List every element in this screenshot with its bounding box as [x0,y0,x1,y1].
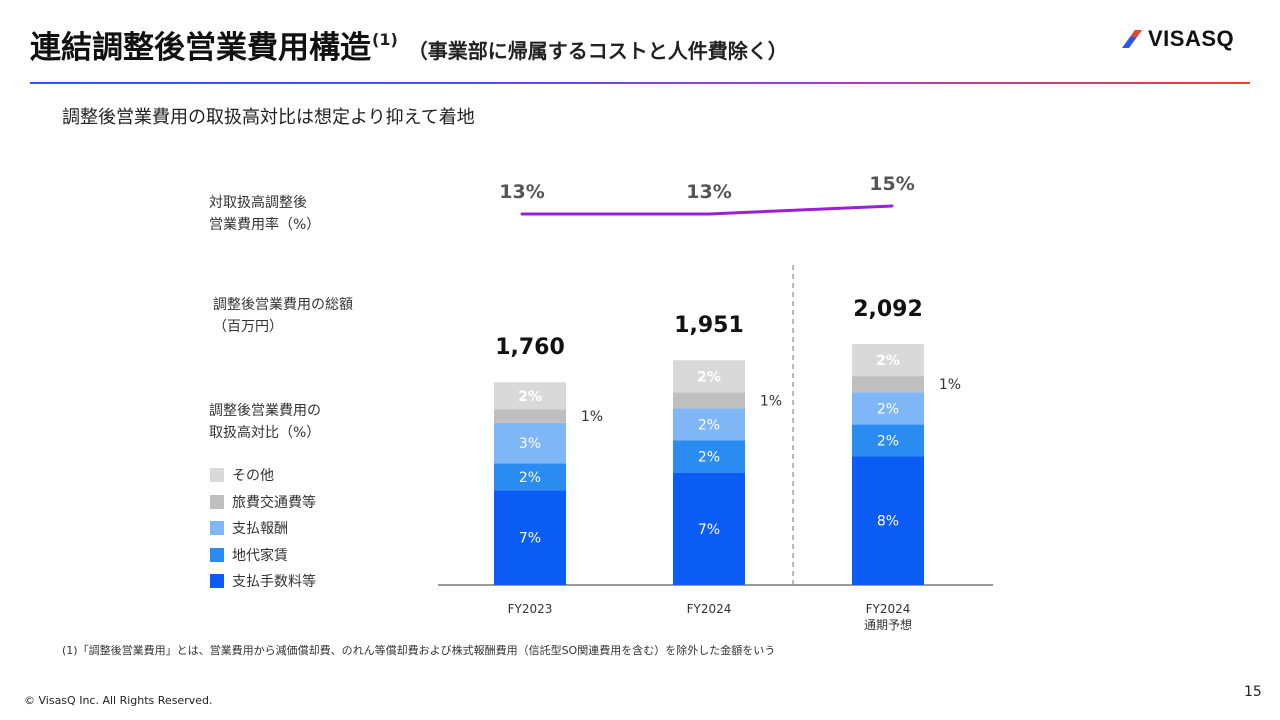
breakdown-row-label-line2: 取扱高対比（%） [209,425,321,441]
category-label: FY2024 [687,602,732,616]
segment-label: 2% [877,433,899,449]
segment-label: 7% [519,531,541,547]
legend-label-other: その他 [232,468,274,485]
copyright: © VisasQ Inc. All Rights Reserved. [24,694,213,707]
page-number: 15 [1244,684,1262,700]
category-label: 通期予想 [864,617,912,632]
ratio-label: 13% [499,181,544,203]
segment-label: 1% [760,393,782,409]
title-subtext: （事業部に帰属するコストと人件費除く） [407,39,788,63]
segment-label: 7% [698,522,720,538]
legend-item-other: その他 [210,462,316,489]
legend-label-travel: 旅費交通費等 [232,494,316,511]
bar-segment [494,382,566,410]
ratio-label: 13% [686,181,731,203]
bar-segment [494,463,566,491]
bar-segment [852,376,924,393]
segment-label: 1% [939,377,961,393]
bar-segment [852,456,924,585]
bar-segment [852,344,924,377]
legend-swatch-rent [210,547,224,562]
total-row-label: 調整後営業費用の総額 （百万円） [213,294,353,338]
logo-text: VISASQ [1148,26,1235,51]
legend-swatch-travel [210,494,224,509]
legend-swatch-other [210,468,224,483]
legend-item-travel: 旅費交通費等 [210,489,316,516]
total-label: 2,092 [853,297,923,322]
footnote: (1)「調整後営業費用」とは、営業費用から減価償却費、のれん等償却費および株式報… [62,644,776,657]
ratio-line [520,204,894,216]
bar-segment [673,472,745,585]
segment-label: 2% [698,450,720,466]
bar-segment [852,392,924,425]
slide-subtitle: 調整後営業費用の取扱高対比は想定より抑えて着地 [62,107,475,128]
title-underline [30,82,1250,84]
breakdown-row-label: 調整後営業費用の 取扱高対比（%） [209,400,321,444]
ratio-row-label: 対取扱高調整後 営業費用率（%） [209,192,320,236]
legend-label-commissions: 支払手数料等 [232,574,316,591]
segment-label: 2% [877,401,899,417]
ratio-row-label-line2: 営業費用率（%） [209,217,321,233]
legend-swatch-fees-paid [210,521,224,536]
segment-label: 2% [876,353,900,369]
bar-segment [673,440,745,473]
legend-item-fees-paid: 支払報酬 [210,515,316,542]
legend-swatch-commissions [210,574,224,589]
bar-segment [494,490,566,585]
total-row-label-line2: （百万円） [213,319,283,335]
legend-item-commissions: 支払手数料等 [210,568,316,595]
segment-label: 2% [697,369,721,385]
category-label: FY2024 [866,602,911,616]
category-label: FY2023 [508,602,553,616]
segment-label: 2% [698,417,720,433]
ratio-label: 15% [869,173,914,195]
bar-segment [673,408,745,441]
chart-legend: その他 旅費交通費等 支払報酬 地代家賃 支払手数料等 [210,462,316,595]
total-label: 1,951 [674,313,744,338]
bar-segment [673,392,745,409]
title-footnote-marker: (1) [372,30,398,49]
bar-segment [852,424,924,457]
segment-label: 3% [519,436,541,452]
logo-mark-icon [1122,30,1142,48]
breakdown-row-label-line1: 調整後営業費用の [209,403,321,419]
segment-label: 2% [518,389,542,405]
legend-label-fees-paid: 支払報酬 [232,521,288,538]
ratio-row-label-line1: 対取扱高調整後 [209,195,307,211]
total-row-label-line1: 調整後営業費用の総額 [213,297,353,313]
segment-label: 1% [581,409,603,425]
segment-label: 2% [519,470,541,486]
bar-segment [494,409,566,423]
bar-segment [673,360,745,393]
legend-label-rent: 地代家賃 [232,547,288,564]
slide-title: 連結調整後営業費用構造(1) （事業部に帰属するコストと人件費除く） [30,22,788,67]
segment-label: 8% [877,514,899,530]
total-label: 1,760 [495,335,565,360]
bar-segment [494,422,566,464]
visasq-logo: VISASQ [1120,26,1234,52]
title-main: 連結調整後営業費用構造 [30,30,371,66]
legend-item-rent: 地代家賃 [210,542,316,569]
